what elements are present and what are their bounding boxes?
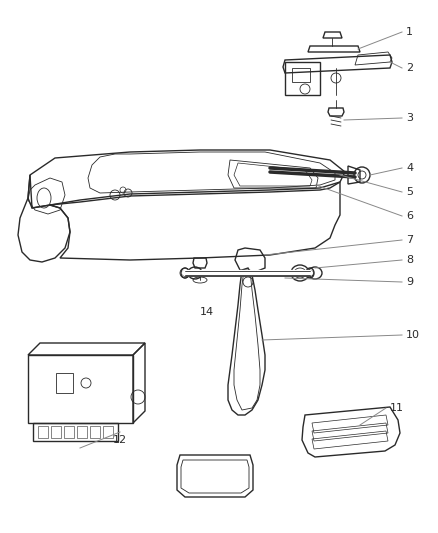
Text: 8: 8 <box>406 255 413 265</box>
Text: 11: 11 <box>390 403 404 413</box>
Text: 3: 3 <box>406 113 413 123</box>
Text: 4: 4 <box>406 163 413 173</box>
Text: 10: 10 <box>406 330 420 340</box>
Text: 1: 1 <box>406 27 413 37</box>
Text: 12: 12 <box>113 435 127 445</box>
Text: 14: 14 <box>200 307 214 317</box>
Text: 9: 9 <box>406 277 413 287</box>
Text: 7: 7 <box>406 235 413 245</box>
Text: 5: 5 <box>406 187 413 197</box>
Text: 2: 2 <box>406 63 413 73</box>
Text: 6: 6 <box>406 211 413 221</box>
